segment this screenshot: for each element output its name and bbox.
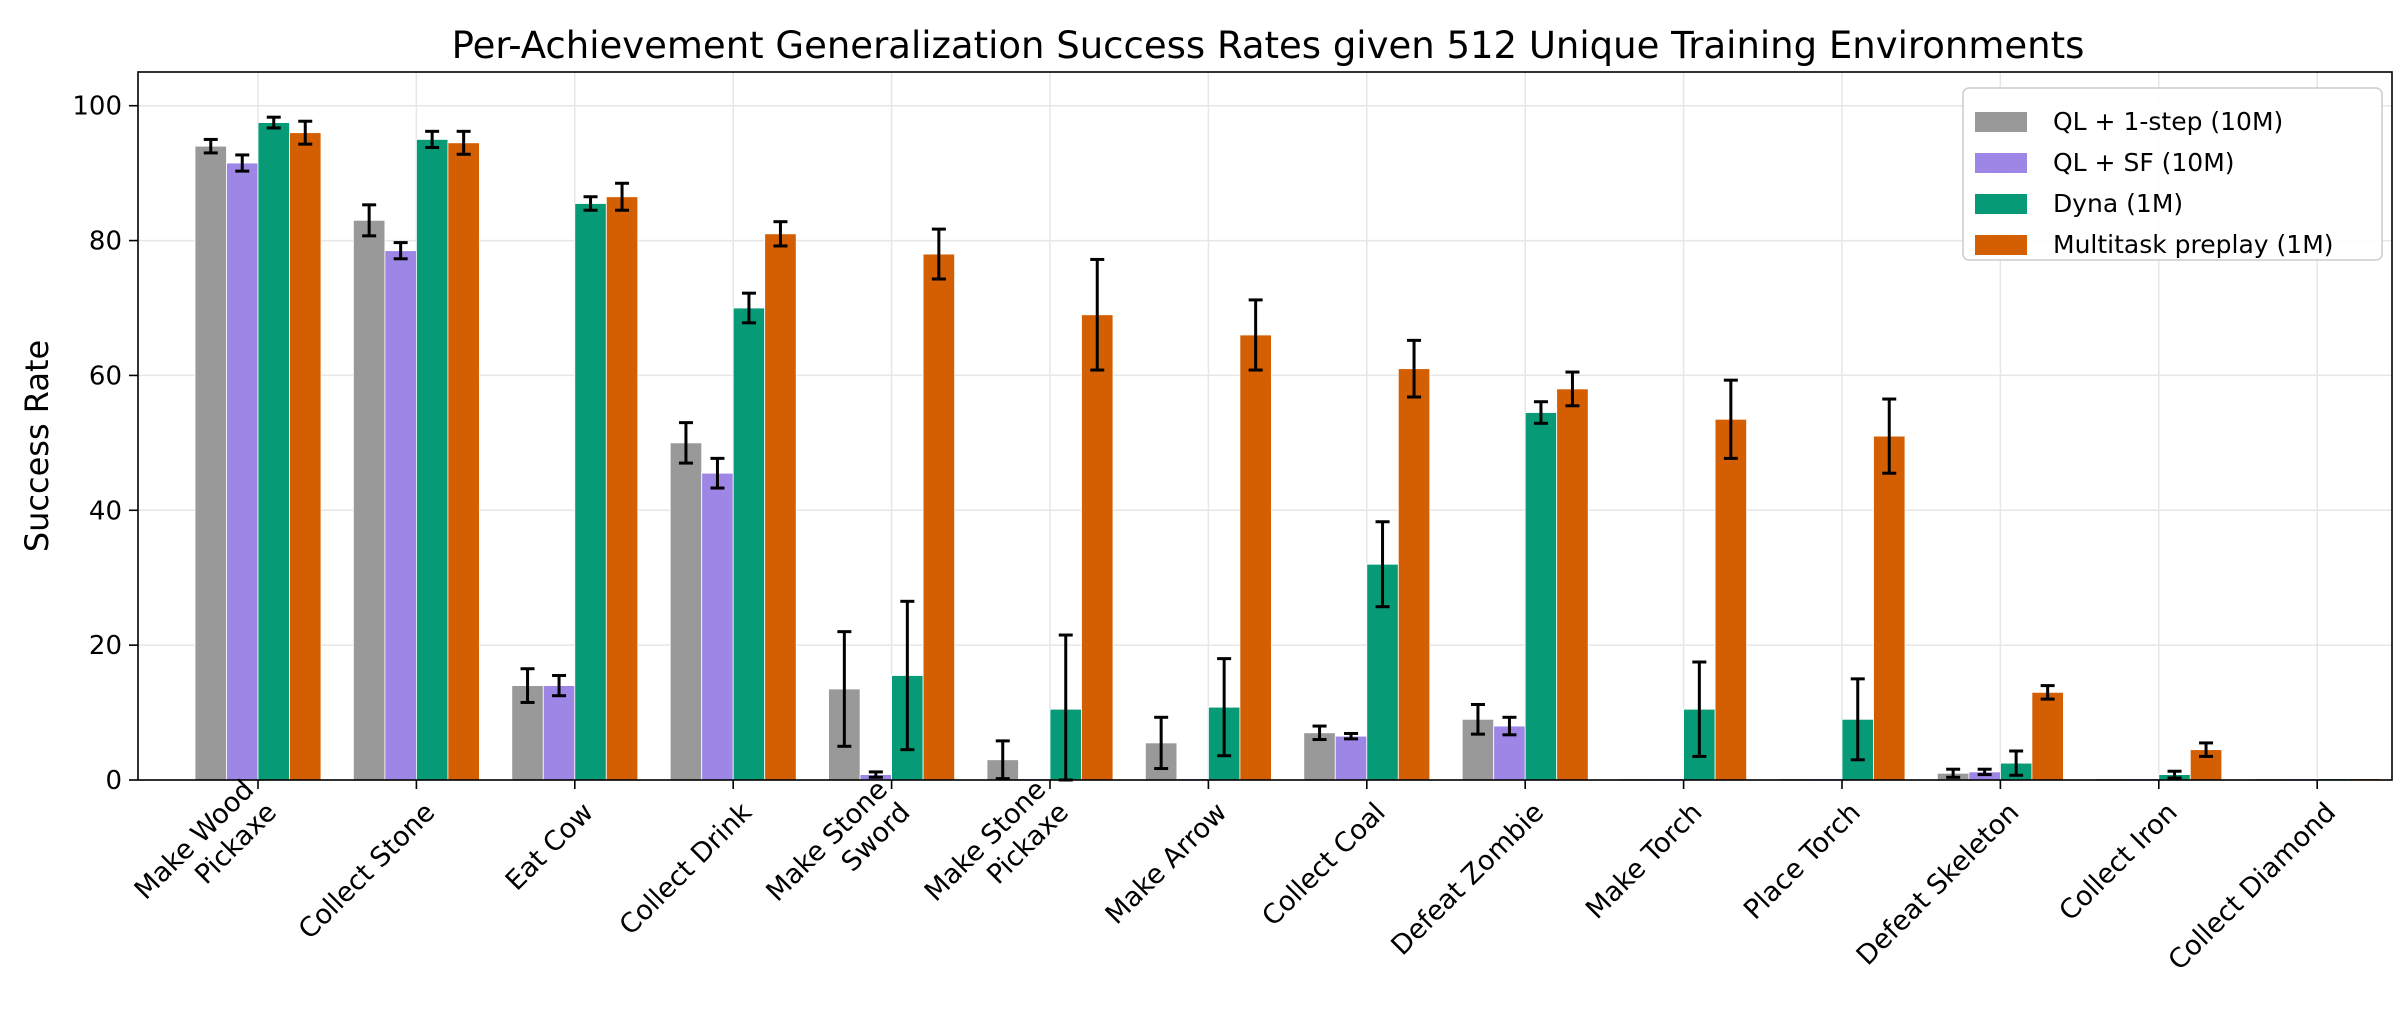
bar bbox=[352, 219, 386, 781]
bar bbox=[257, 122, 290, 781]
y-tick-label: 0 bbox=[105, 766, 122, 796]
plot-frame bbox=[137, 71, 2393, 781]
y-tick-label: 40 bbox=[89, 496, 122, 526]
y-tick-label: 100 bbox=[72, 92, 122, 122]
series-group bbox=[257, 115, 2350, 782]
legend-swatch bbox=[1975, 194, 2027, 214]
legend-label: Multitask preplay (1M) bbox=[2053, 230, 2334, 259]
bar bbox=[384, 250, 417, 781]
bar bbox=[447, 142, 480, 781]
bar bbox=[1873, 435, 1906, 781]
legend-label: QL + SF (10M) bbox=[2053, 148, 2235, 177]
bar bbox=[1556, 388, 1589, 781]
bar bbox=[289, 132, 322, 781]
bar bbox=[669, 442, 703, 781]
bar bbox=[1714, 418, 1747, 781]
bar bbox=[701, 472, 734, 781]
bars-layer bbox=[194, 115, 2381, 782]
bar bbox=[2031, 691, 2064, 781]
y-tick-label: 80 bbox=[89, 227, 122, 257]
bar bbox=[1239, 334, 1272, 781]
bar bbox=[194, 145, 227, 781]
bar bbox=[922, 253, 955, 781]
legend-label: Dyna (1M) bbox=[2053, 189, 2183, 218]
legend-label: QL + 1-step (10M) bbox=[2053, 107, 2283, 136]
bar bbox=[1524, 412, 1558, 781]
legend: QL + 1-step (10M) QL + SF (10M) Dyna (1M) M… bbox=[1962, 87, 2383, 261]
chart-title: Per-Achievement Generalization Success R… bbox=[452, 24, 2085, 67]
bar bbox=[1081, 314, 1114, 781]
bar bbox=[605, 196, 639, 781]
bar bbox=[1334, 735, 1368, 781]
y-tick-label: 60 bbox=[89, 361, 122, 391]
series-group bbox=[194, 137, 2287, 781]
bar bbox=[732, 307, 766, 781]
bar bbox=[1397, 368, 1431, 781]
y-tick-label: 20 bbox=[89, 631, 122, 661]
bar bbox=[574, 203, 607, 781]
bar bbox=[764, 233, 797, 781]
bar bbox=[415, 139, 449, 781]
legend-swatch bbox=[1975, 153, 2027, 173]
legend-swatch bbox=[1975, 112, 2027, 132]
bar bbox=[226, 162, 259, 781]
axes-layer: 0 20 40 60 80 100 bbox=[72, 71, 2393, 796]
series-group bbox=[289, 119, 2381, 781]
bar bbox=[542, 685, 576, 781]
legend-box bbox=[1962, 87, 2383, 261]
legend-swatch bbox=[1975, 235, 2027, 255]
y-axis-label: Success Rate bbox=[18, 340, 56, 552]
